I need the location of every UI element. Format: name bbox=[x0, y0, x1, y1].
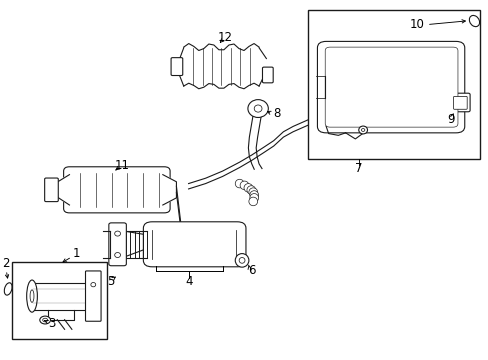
FancyBboxPatch shape bbox=[262, 67, 273, 83]
Ellipse shape bbox=[91, 283, 96, 287]
Ellipse shape bbox=[248, 197, 257, 206]
Text: 12: 12 bbox=[217, 31, 232, 44]
FancyBboxPatch shape bbox=[317, 41, 464, 133]
FancyBboxPatch shape bbox=[325, 47, 457, 127]
FancyBboxPatch shape bbox=[44, 178, 58, 202]
FancyBboxPatch shape bbox=[453, 96, 466, 109]
Text: 7: 7 bbox=[354, 162, 362, 175]
Ellipse shape bbox=[249, 194, 258, 202]
Ellipse shape bbox=[235, 253, 248, 267]
Ellipse shape bbox=[115, 252, 120, 257]
Text: 4: 4 bbox=[185, 275, 193, 288]
Ellipse shape bbox=[254, 105, 262, 112]
FancyBboxPatch shape bbox=[143, 222, 245, 267]
Ellipse shape bbox=[249, 191, 258, 199]
Ellipse shape bbox=[239, 257, 244, 263]
Polygon shape bbox=[183, 44, 259, 89]
Text: 1: 1 bbox=[73, 247, 81, 260]
Text: 5: 5 bbox=[107, 275, 115, 288]
Polygon shape bbox=[163, 175, 176, 205]
Ellipse shape bbox=[358, 126, 367, 134]
FancyBboxPatch shape bbox=[85, 271, 101, 321]
Bar bbox=[307, 10, 479, 158]
Text: 8: 8 bbox=[273, 107, 280, 120]
Ellipse shape bbox=[246, 186, 255, 194]
Ellipse shape bbox=[248, 188, 257, 197]
FancyBboxPatch shape bbox=[109, 223, 126, 266]
Ellipse shape bbox=[240, 181, 248, 190]
Ellipse shape bbox=[27, 280, 37, 312]
Text: 3: 3 bbox=[48, 317, 55, 330]
Ellipse shape bbox=[115, 231, 120, 236]
Text: 11: 11 bbox=[114, 159, 129, 172]
FancyBboxPatch shape bbox=[171, 58, 183, 76]
Ellipse shape bbox=[42, 318, 47, 322]
Text: 2: 2 bbox=[2, 257, 10, 270]
Text: 10: 10 bbox=[409, 18, 424, 31]
Ellipse shape bbox=[244, 184, 252, 192]
FancyBboxPatch shape bbox=[63, 167, 170, 213]
Ellipse shape bbox=[4, 283, 12, 295]
Ellipse shape bbox=[30, 290, 34, 302]
Ellipse shape bbox=[235, 179, 244, 188]
Ellipse shape bbox=[40, 316, 50, 324]
Ellipse shape bbox=[361, 129, 364, 131]
Bar bbox=[12, 262, 107, 339]
Text: 6: 6 bbox=[248, 264, 256, 276]
Polygon shape bbox=[55, 175, 69, 205]
Ellipse shape bbox=[247, 100, 268, 117]
Text: 9: 9 bbox=[447, 113, 454, 126]
FancyBboxPatch shape bbox=[450, 93, 469, 112]
Ellipse shape bbox=[468, 15, 479, 27]
